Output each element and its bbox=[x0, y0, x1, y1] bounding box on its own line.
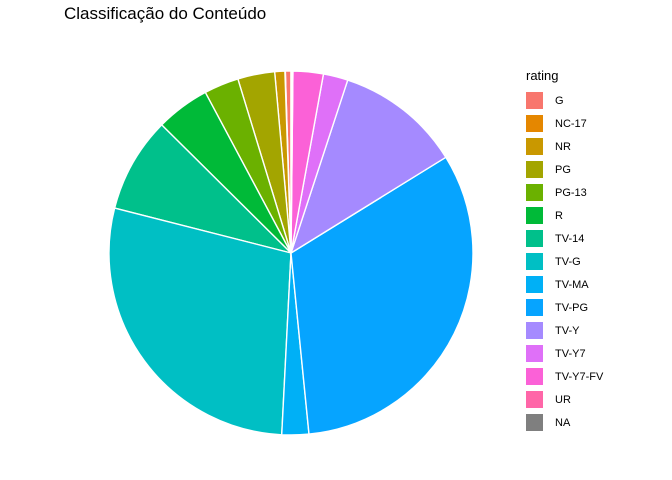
legend: rating G NC-17 NR PG PG-13 R TV-14 TV-G TV-MA TV-… bbox=[526, 68, 603, 434]
legend-label-tv-g: TV-G bbox=[555, 255, 581, 268]
legend-label-g: G bbox=[555, 94, 564, 107]
legend-key-pg bbox=[526, 161, 543, 178]
legend-item-pg-13: PG-13 bbox=[526, 181, 603, 204]
legend-item-tv-pg: TV-PG bbox=[526, 296, 603, 319]
legend-key-tv-g bbox=[526, 253, 543, 270]
legend-label-pg-13: PG-13 bbox=[555, 186, 587, 199]
legend-key-pg-13 bbox=[526, 184, 543, 201]
legend-item-tv-y7: TV-Y7 bbox=[526, 342, 603, 365]
legend-item-tv-g: TV-G bbox=[526, 250, 603, 273]
legend-item-r: R bbox=[526, 204, 603, 227]
legend-label-nc-17: NC-17 bbox=[555, 117, 587, 130]
legend-label-tv-y7-fv: TV-Y7-FV bbox=[555, 370, 604, 383]
legend-item-g: G bbox=[526, 89, 603, 112]
legend-key-nr bbox=[526, 138, 543, 155]
legend-item-tv-ma: TV-MA bbox=[526, 273, 603, 296]
legend-label-r: R bbox=[555, 209, 563, 222]
legend-title: rating bbox=[526, 68, 559, 83]
legend-items: G NC-17 NR PG PG-13 R TV-14 TV-G TV-MA TV-PG TV-Y T… bbox=[526, 89, 603, 434]
legend-label-tv-ma: TV-MA bbox=[555, 278, 589, 291]
legend-key-tv-pg bbox=[526, 299, 543, 316]
pie-slice-tv-g bbox=[108, 207, 292, 436]
legend-item-pg: PG bbox=[526, 158, 603, 181]
legend-key-nc-17 bbox=[526, 115, 543, 132]
legend-key-ur bbox=[526, 391, 543, 408]
legend-key-g bbox=[526, 92, 543, 109]
legend-label-tv-y: TV-Y bbox=[555, 324, 580, 337]
legend-item-nc-17: NC-17 bbox=[526, 112, 603, 135]
legend-key-r bbox=[526, 207, 543, 224]
legend-label-na: NA bbox=[555, 416, 571, 429]
legend-label-tv-14: TV-14 bbox=[555, 232, 585, 245]
pie-slice-tv-14 bbox=[113, 123, 294, 255]
legend-item-ur: UR bbox=[526, 388, 603, 411]
legend-key-tv-ma bbox=[526, 276, 543, 293]
legend-label-ur: UR bbox=[555, 393, 571, 406]
legend-item-tv-y7-fv: TV-Y7-FV bbox=[526, 365, 603, 388]
legend-label-tv-pg: TV-PG bbox=[555, 301, 589, 314]
pie-slice-tv-y bbox=[289, 79, 447, 255]
legend-label-tv-y7: TV-Y7 bbox=[555, 347, 586, 360]
legend-item-tv-14: TV-14 bbox=[526, 227, 603, 250]
legend-item-tv-y: TV-Y bbox=[526, 319, 603, 342]
legend-key-tv-y bbox=[526, 322, 543, 339]
legend-item-na: NA bbox=[526, 411, 603, 434]
chart-title: Classificação do Conteúdo bbox=[64, 4, 267, 23]
legend-key-tv-14 bbox=[526, 230, 543, 247]
legend-label-pg: PG bbox=[555, 163, 571, 176]
legend-label-nr: NR bbox=[555, 140, 571, 153]
legend-key-na bbox=[526, 414, 543, 431]
pie-slice-tv-pg bbox=[290, 156, 474, 435]
pie-slice-na bbox=[290, 70, 293, 254]
legend-key-tv-y7 bbox=[526, 345, 543, 362]
legend-item-nr: NR bbox=[526, 135, 603, 158]
legend-key-tv-y7-fv bbox=[526, 368, 543, 385]
